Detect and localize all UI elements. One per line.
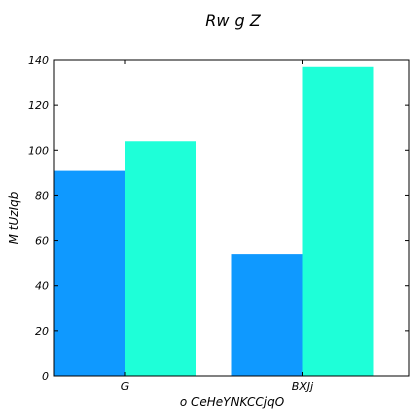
y-tick-label: 60	[35, 235, 49, 248]
bar-g-series-2	[125, 141, 196, 376]
x-tick-label: BXJj	[292, 380, 314, 393]
y-tick-label: 20	[35, 325, 49, 338]
chart-title: Rw g Z	[205, 11, 262, 30]
y-tick-label: 100	[28, 144, 49, 157]
y-tick-label: 80	[35, 189, 49, 202]
plot-bars	[54, 67, 374, 376]
y-tick-label: 40	[35, 280, 49, 293]
x-tick-label: G	[121, 380, 130, 393]
y-tick-label: 140	[28, 54, 49, 67]
bar-bxjj-series-2	[303, 67, 374, 376]
y-axis-label: M tUzIqb	[7, 191, 21, 244]
y-tick-label: 120	[28, 99, 49, 112]
bar-g-series-1	[54, 171, 125, 376]
bar-bxjj-series-1	[232, 254, 303, 376]
y-tick-label: 0	[42, 370, 49, 383]
x-axis-label: o CeHeYNKCCjqO	[180, 395, 284, 409]
